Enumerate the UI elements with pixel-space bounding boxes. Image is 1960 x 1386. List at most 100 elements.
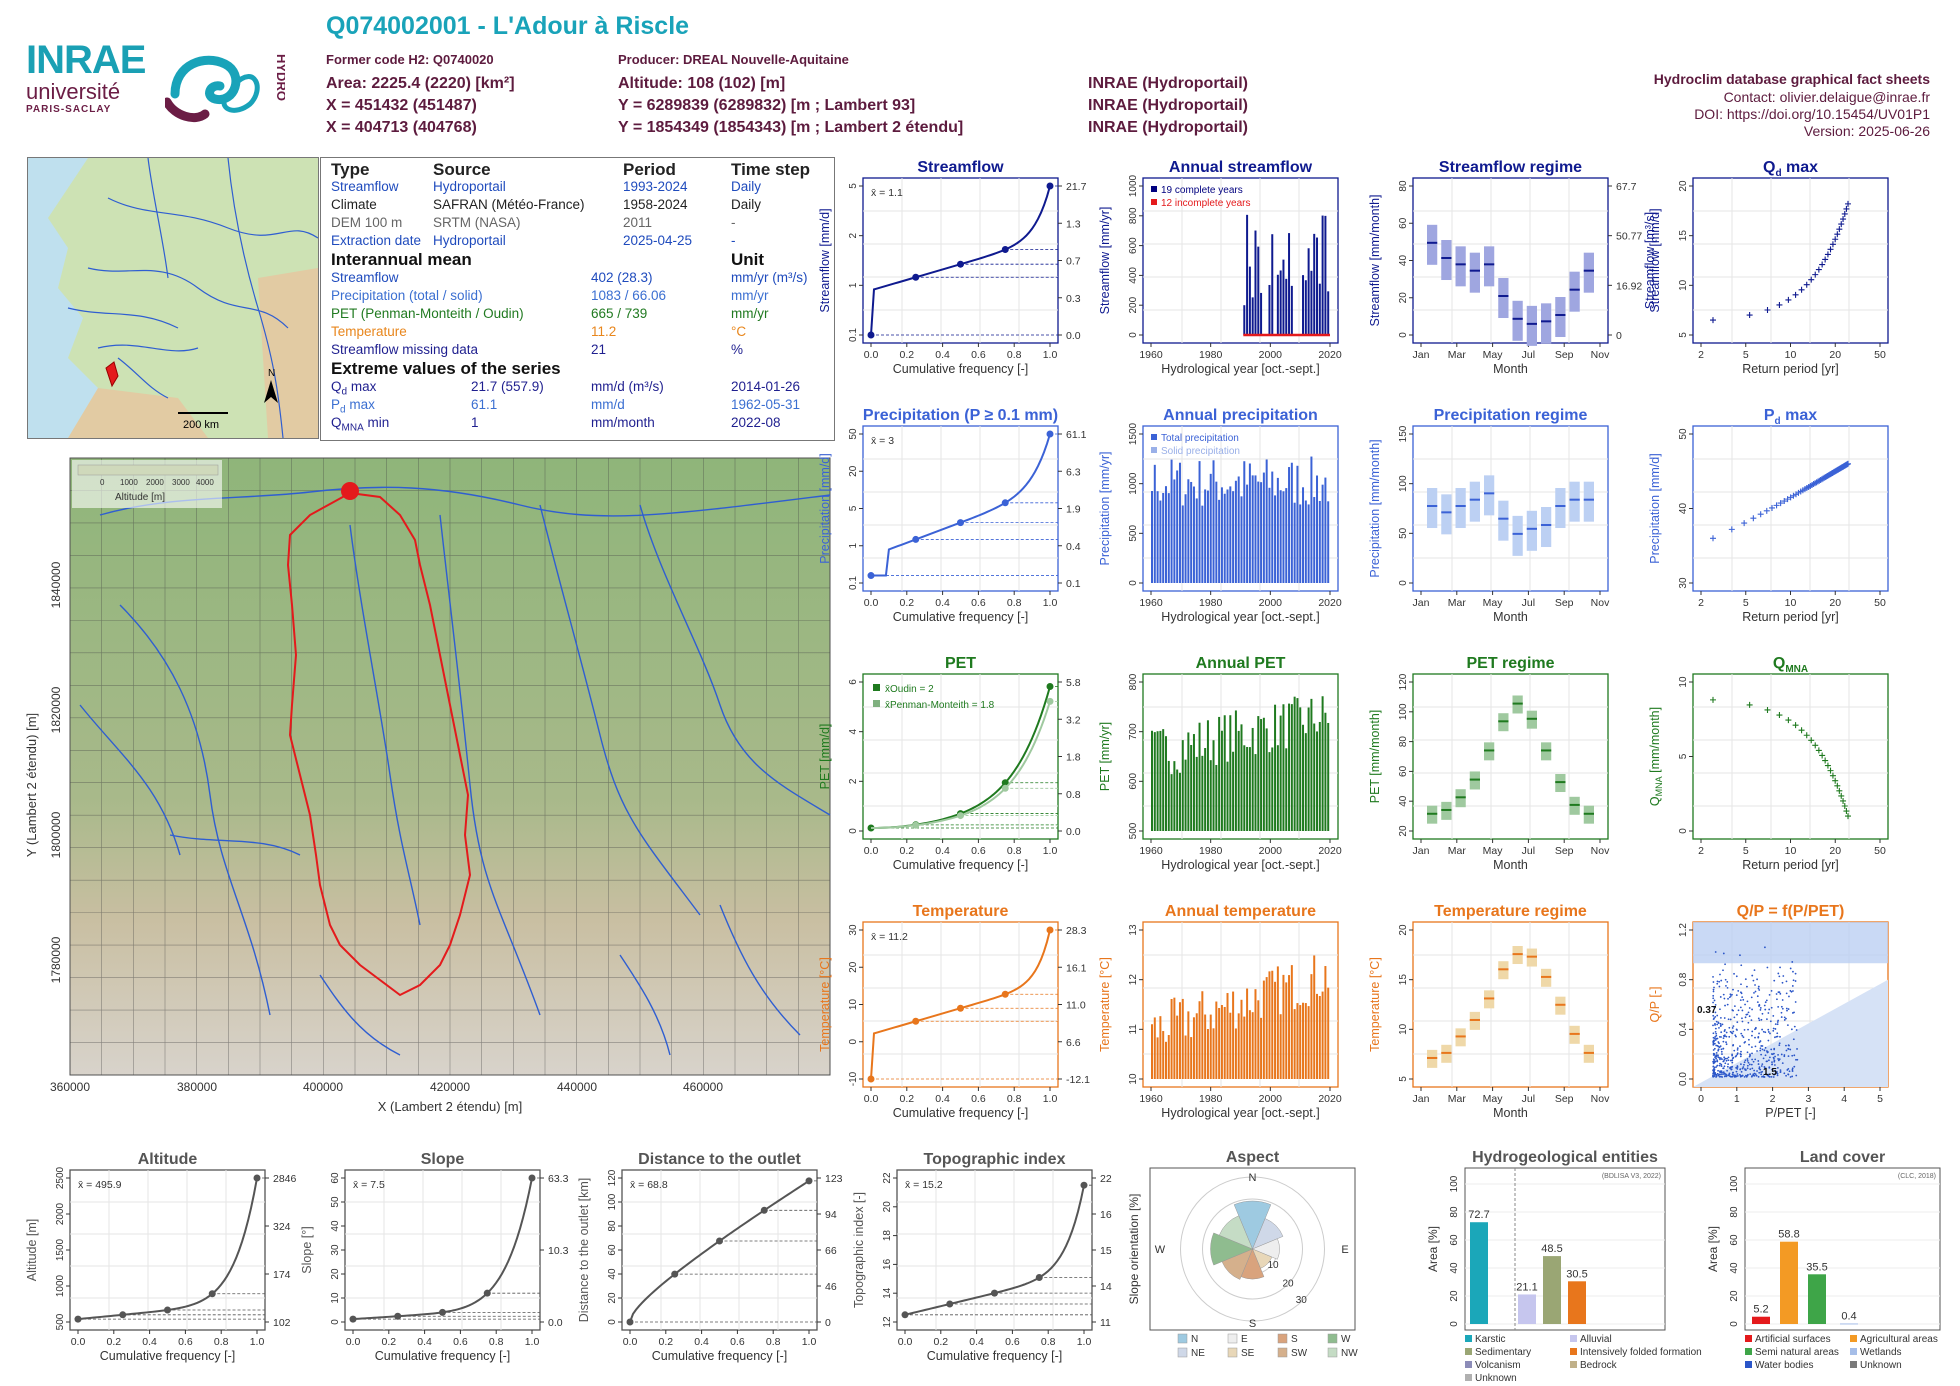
x-tick-label: 0.8 bbox=[214, 1336, 229, 1348]
chart-annual_pet: Annual PET Hydrological year [oct.-sept.]… bbox=[1098, 655, 1342, 872]
year-bar bbox=[1321, 991, 1324, 1079]
x-tick-label: 10 bbox=[1785, 597, 1797, 609]
y-tick-label: 600 bbox=[1128, 773, 1139, 790]
qp-point bbox=[1787, 1044, 1790, 1047]
year-bar bbox=[1296, 698, 1299, 831]
qp-point bbox=[1769, 1032, 1771, 1035]
qp-point bbox=[1746, 1060, 1749, 1062]
x-tick-label: 5 bbox=[1743, 845, 1749, 857]
qp-point bbox=[1717, 1069, 1719, 1072]
x-tick-label: 0.8 bbox=[1007, 845, 1022, 857]
x-tick-label: 20 bbox=[1829, 349, 1841, 361]
mean-label: x̄ = 7.5 bbox=[353, 1179, 385, 1191]
bar-value-label: 35.5 bbox=[1806, 1261, 1827, 1273]
qp-point bbox=[1722, 1073, 1725, 1075]
cell: 402 (28.3) bbox=[591, 270, 653, 285]
y-tick-label: 20 bbox=[1398, 924, 1409, 936]
year-bar bbox=[1156, 1037, 1159, 1079]
year-bar bbox=[1293, 696, 1296, 831]
x-tick-label: 1960 bbox=[1139, 597, 1163, 609]
col-timestep: Time step bbox=[731, 160, 811, 179]
x-axis-label: Hydrological year [oct.-sept.] bbox=[1161, 610, 1319, 624]
qp-point bbox=[1785, 1007, 1788, 1010]
hydro-text: HYDRO bbox=[274, 54, 285, 101]
plot-frame bbox=[1464, 1167, 1666, 1331]
year-bar bbox=[1237, 476, 1240, 583]
year-bar bbox=[1304, 733, 1307, 831]
year-bar bbox=[1246, 746, 1249, 831]
year-bar bbox=[1206, 490, 1209, 583]
chart-title: Topographic index bbox=[924, 1151, 1066, 1168]
y-tick-label: 60 bbox=[607, 1244, 618, 1256]
x-tick-label: 2 bbox=[1698, 597, 1704, 609]
qp-point bbox=[1770, 1048, 1773, 1051]
qp-point bbox=[1717, 1021, 1720, 1024]
qp-point bbox=[1744, 1003, 1746, 1006]
qp-point bbox=[1729, 1030, 1732, 1033]
cell: 2025-04-25 bbox=[623, 233, 693, 248]
qp-point bbox=[1772, 1029, 1775, 1032]
qp-point bbox=[1764, 1031, 1767, 1034]
year-bar bbox=[1209, 760, 1212, 831]
y-tick-label: 5 bbox=[1678, 753, 1689, 759]
chart-title: PET bbox=[945, 655, 976, 672]
year-bar bbox=[1162, 1031, 1165, 1079]
qp-point bbox=[1754, 990, 1757, 993]
year-bar bbox=[1229, 486, 1232, 583]
year-bar bbox=[1223, 493, 1226, 583]
year-bar bbox=[1156, 491, 1159, 583]
x-axis-label: Cumulative frequency [-] bbox=[893, 1106, 1028, 1120]
legend-label: Artificial surfaces bbox=[1755, 1334, 1831, 1345]
year-bar bbox=[1279, 1014, 1282, 1079]
qp-point bbox=[1741, 1034, 1744, 1037]
qp-point bbox=[1736, 1075, 1739, 1077]
qp-point bbox=[1780, 1005, 1783, 1008]
qp-point bbox=[1777, 1005, 1780, 1008]
y-tick-label: 0.8 bbox=[1678, 972, 1689, 986]
y-tick-label: 40 bbox=[607, 1268, 618, 1280]
legend-label: Solid precipitation bbox=[1161, 446, 1240, 457]
ring-label: 10 bbox=[1268, 1260, 1280, 1271]
y-tick-label: 2 bbox=[848, 232, 859, 238]
y-tick-label: 500 bbox=[1128, 822, 1139, 839]
cell: 2011 bbox=[623, 215, 653, 230]
qp-point bbox=[1794, 1001, 1797, 1003]
source-3: INRAE (Hydroportail) bbox=[1088, 119, 1248, 136]
bar-value-label: 30.5 bbox=[1566, 1268, 1587, 1280]
qp-point bbox=[1712, 981, 1715, 983]
qp-point bbox=[1779, 992, 1782, 995]
x-tick-label: Sep bbox=[1555, 597, 1574, 609]
y-tick-label: 40 bbox=[330, 1220, 341, 1232]
y-tick-label: 1 bbox=[848, 282, 859, 288]
rose-sector bbox=[1251, 1238, 1280, 1260]
year-bar bbox=[1279, 490, 1282, 583]
year-bar bbox=[1173, 997, 1176, 1079]
qp-point bbox=[1773, 1059, 1776, 1062]
year-bar bbox=[1195, 756, 1198, 831]
col-source: Source bbox=[433, 160, 491, 179]
qp-point bbox=[1747, 1021, 1750, 1024]
cell: - bbox=[731, 215, 736, 230]
x-tick-label: 2 bbox=[1698, 349, 1704, 361]
qp-point bbox=[1746, 985, 1748, 988]
x-axis-label: Cumulative frequency [-] bbox=[375, 1349, 510, 1363]
month-box bbox=[1526, 305, 1537, 346]
plot-frame bbox=[862, 425, 1059, 592]
x-axis-label: Hydrological year [oct.-sept.] bbox=[1161, 858, 1319, 872]
legend-swatch bbox=[1327, 1347, 1338, 1358]
right-tick-label: 16 bbox=[1100, 1209, 1112, 1221]
qp-point bbox=[1792, 990, 1794, 992]
return-period-point bbox=[1776, 712, 1783, 719]
qp-point bbox=[1796, 1048, 1798, 1050]
qp-point bbox=[1771, 1061, 1773, 1064]
legend-tick: 4000 bbox=[196, 478, 214, 487]
y-tick-label: 60 bbox=[330, 1172, 341, 1184]
return-period-point bbox=[1815, 266, 1822, 273]
chart-annual_temperature: Annual temperature Hydrological year [oct… bbox=[1098, 903, 1342, 1120]
y-tick-label: 10 bbox=[330, 1292, 341, 1304]
qp-point bbox=[1728, 1026, 1731, 1029]
qp-point bbox=[1723, 1030, 1726, 1032]
chart-title: Slope bbox=[421, 1151, 465, 1168]
qp-point bbox=[1715, 1057, 1717, 1060]
qp-point bbox=[1770, 989, 1773, 992]
